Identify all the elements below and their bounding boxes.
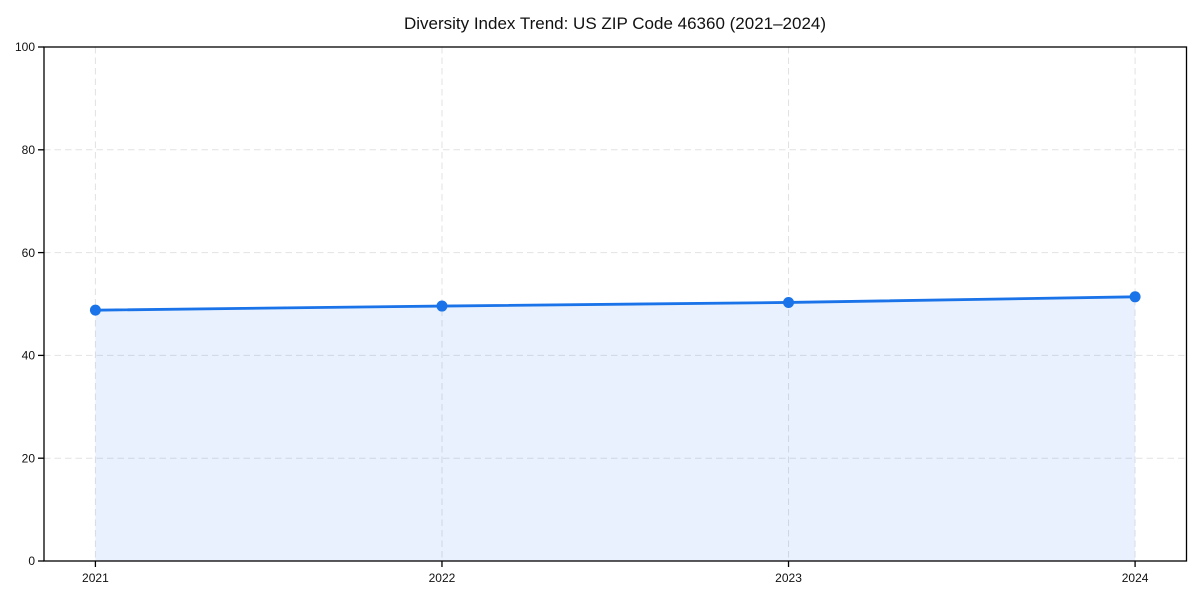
- x-tick-label-2021: 2021: [82, 571, 109, 585]
- chart-title: Diversity Index Trend: US ZIP Code 46360…: [404, 14, 826, 33]
- axes-frame: [43, 46, 1188, 562]
- y-tick-label-60: 60: [22, 246, 36, 260]
- x-tick-label-2022: 2022: [429, 571, 456, 585]
- y-tick-label-80: 80: [22, 143, 36, 157]
- trend-line: [94, 295, 1137, 312]
- x-tick-label-2023: 2023: [775, 571, 802, 585]
- data-series: [89, 291, 1141, 561]
- plot-frame: [43, 46, 1188, 562]
- y-tick-label-0: 0: [28, 554, 35, 568]
- axis-tick-labels: 0 20 40 60 80 100 2021 2022 2023 2024: [15, 40, 1149, 585]
- data-point-2021: [89, 304, 101, 316]
- axis-ticks: [38, 46, 1136, 567]
- data-point-2022: [436, 300, 448, 312]
- data-point-2023: [783, 296, 795, 308]
- y-tick-label-100: 100: [15, 40, 35, 54]
- area-fill: [95, 296, 1136, 561]
- y-tick-label-40: 40: [22, 349, 36, 363]
- data-point-2024: [1129, 291, 1141, 303]
- y-tick-label-20: 20: [22, 451, 36, 465]
- x-tick-label-2024: 2024: [1122, 571, 1149, 585]
